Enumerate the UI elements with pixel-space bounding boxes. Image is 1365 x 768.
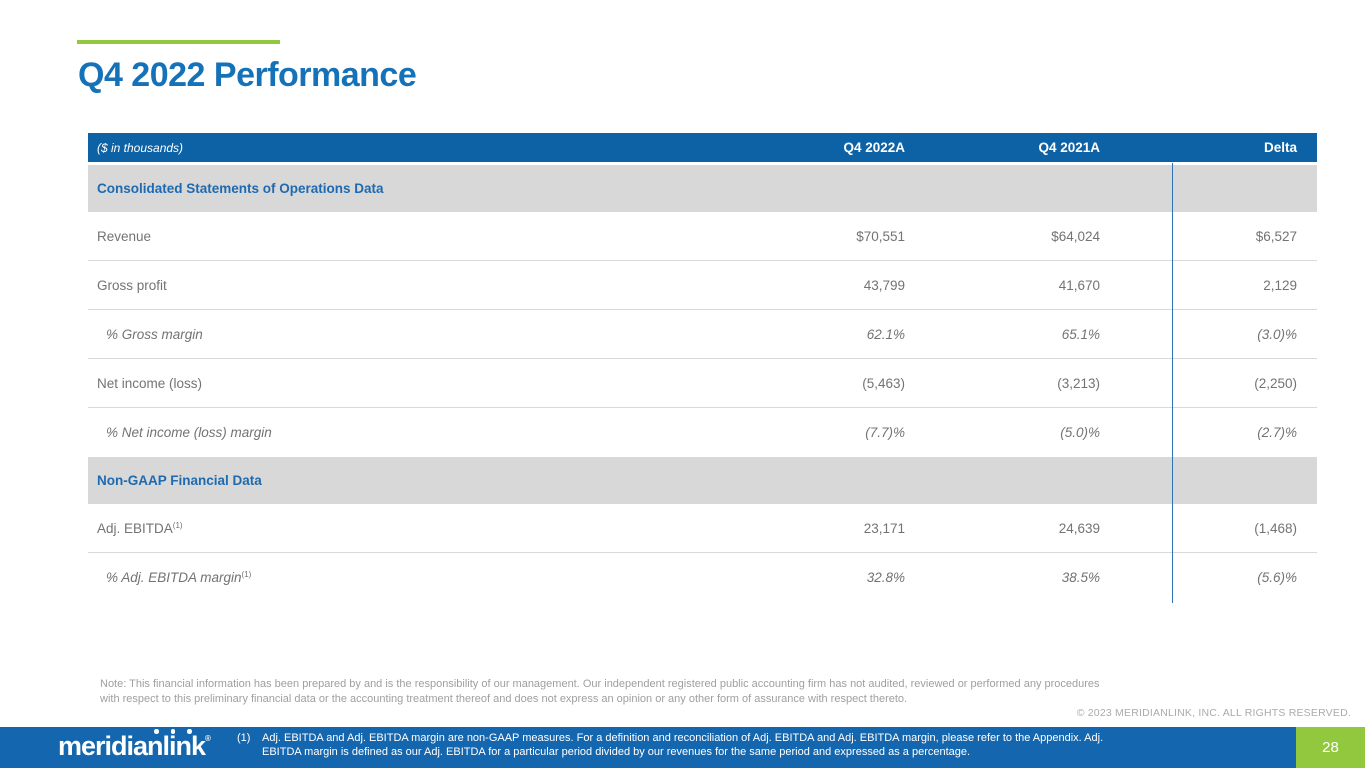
row-label-text: Net income (loss) bbox=[97, 375, 203, 391]
row-label-text: Revenue bbox=[97, 228, 152, 244]
table-row: % Gross margin 62.1% 65.1% (3.0)% bbox=[88, 310, 1317, 359]
footnote-reference: (1) bbox=[241, 570, 252, 579]
section-header-row: Non-GAAP Financial Data bbox=[88, 457, 1317, 504]
cell-q4-2021a: 65.1% bbox=[1061, 326, 1100, 342]
cell-q4-2021a: (5.0)% bbox=[1060, 425, 1100, 440]
meridianlink-logo: meridianlink® bbox=[58, 729, 211, 762]
registered-trademark-mark: ® bbox=[205, 734, 211, 743]
section-header-row: Consolidated Statements of Operations Da… bbox=[88, 165, 1317, 212]
cell-q4-2021a: 38.5% bbox=[1061, 570, 1100, 585]
section-label: Non-GAAP Financial Data bbox=[97, 473, 262, 488]
table-row: % Net income (loss) margin (7.7)% (5.0)% (2… bbox=[88, 408, 1317, 457]
cell-q4-2021a: $64,024 bbox=[1051, 228, 1100, 244]
cell-delta: (1,468) bbox=[1254, 520, 1297, 536]
section-label: Consolidated Statements of Operations Da… bbox=[97, 181, 384, 196]
row-label-text: % Gross margin bbox=[106, 326, 203, 342]
row-label: Net income (loss) bbox=[88, 376, 720, 391]
row-label-text: Gross profit bbox=[97, 277, 167, 293]
row-label: % Gross margin bbox=[88, 327, 720, 342]
footnote: (1) Adj. EBITDA and Adj. EBITDA margin a… bbox=[237, 732, 1107, 759]
row-label-text: % Net income (loss) margin bbox=[106, 425, 272, 440]
column-header-q4-2022a: Q4 2022A bbox=[843, 140, 905, 155]
table-row: Adj. EBITDA(1) 23,171 24,639 (1,468) bbox=[88, 504, 1317, 553]
cell-q4-2021a: (3,213) bbox=[1057, 375, 1100, 391]
row-label: Revenue bbox=[88, 229, 720, 244]
column-header-delta: Delta bbox=[1263, 140, 1297, 155]
row-label: % Adj. EBITDA margin(1) bbox=[88, 570, 720, 585]
cell-q4-2022a: (7.7)% bbox=[865, 425, 905, 440]
table-header-row: ($ in thousands) Q4 2022A Q4 2021A Delta bbox=[88, 133, 1317, 162]
logo-text: meridianlink bbox=[58, 731, 206, 761]
footer-bar: meridianlink® (1) Adj. EBITDA and Adj. E… bbox=[0, 727, 1365, 768]
row-label-text: Adj. EBITDA bbox=[97, 520, 173, 536]
logo-dots bbox=[154, 729, 192, 734]
row-label: Adj. EBITDA(1) bbox=[88, 521, 720, 536]
cell-q4-2022a: (5,463) bbox=[862, 375, 905, 391]
row-label: Gross profit bbox=[88, 278, 720, 293]
cell-q4-2022a: 43,799 bbox=[863, 277, 905, 293]
table-row: Net income (loss) (5,463) (3,213) (2,250) bbox=[88, 359, 1317, 408]
table-body: Consolidated Statements of Operations Da… bbox=[88, 165, 1317, 602]
cell-q4-2021a: 41,670 bbox=[1058, 277, 1100, 293]
cell-q4-2022a: 23,171 bbox=[863, 520, 905, 536]
cell-delta: (2,250) bbox=[1254, 375, 1297, 391]
cell-delta: 2,129 bbox=[1263, 277, 1297, 293]
footnote-reference: (1) bbox=[172, 520, 183, 530]
title-accent-line bbox=[77, 40, 280, 44]
table-row: Gross profit 43,799 41,670 2,129 bbox=[88, 261, 1317, 310]
row-label-text: % Adj. EBITDA margin bbox=[106, 570, 242, 585]
column-header-q4-2021a: Q4 2021A bbox=[1038, 140, 1100, 155]
footnote-number: (1) bbox=[237, 732, 251, 744]
cell-q4-2022a: $70,551 bbox=[856, 228, 905, 244]
table-row: Revenue $70,551 $64,024 $6,527 bbox=[88, 212, 1317, 261]
table-unit-label: ($ in thousands) bbox=[97, 140, 184, 155]
cell-q4-2021a: 24,639 bbox=[1058, 520, 1100, 536]
row-label: % Net income (loss) margin bbox=[88, 425, 720, 440]
note-text: Note: This financial information has bee… bbox=[100, 678, 1100, 705]
financial-table: ($ in thousands) Q4 2022A Q4 2021A Delta… bbox=[88, 133, 1317, 603]
cell-q4-2022a: 62.1% bbox=[866, 326, 905, 342]
copyright-text: © 2023 MERIDIANLINK, INC. ALL RIGHTS RES… bbox=[1076, 707, 1351, 719]
cell-delta: (5.6)% bbox=[1257, 570, 1297, 585]
cell-q4-2022a: 32.8% bbox=[866, 570, 905, 585]
page-title: Q4 2022 Performance bbox=[78, 56, 417, 94]
footnote-text: Adj. EBITDA and Adj. EBITDA margin are n… bbox=[262, 732, 1104, 758]
page-number-badge: 28 bbox=[1296, 727, 1365, 768]
cell-delta: (2.7)% bbox=[1257, 425, 1297, 440]
table-row: % Adj. EBITDA margin(1) 32.8% 38.5% (5.6)% bbox=[88, 553, 1317, 602]
cell-delta: $6,527 bbox=[1255, 228, 1297, 244]
cell-delta: (3.0)% bbox=[1257, 326, 1297, 342]
delta-column-divider bbox=[1172, 163, 1173, 603]
